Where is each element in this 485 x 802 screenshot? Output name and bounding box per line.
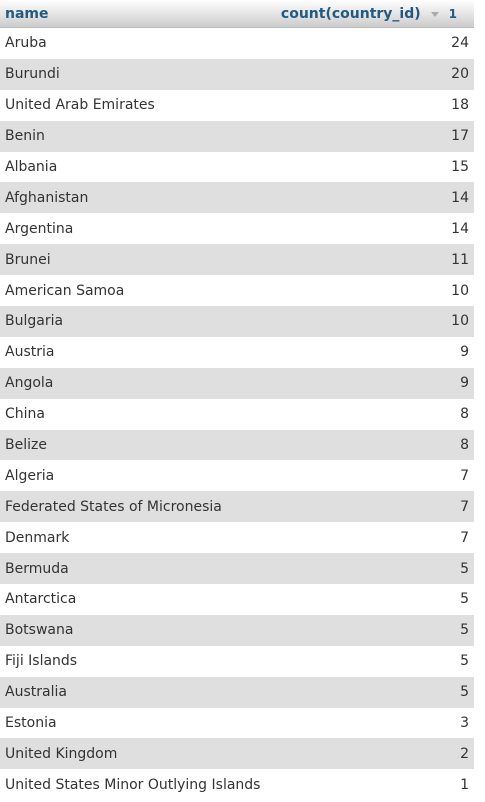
cell-name: Denmark [5, 529, 70, 546]
cell-count: 5 [460, 560, 469, 577]
cell-name: Brunei [5, 251, 51, 268]
table-row[interactable]: American Samoa 10 [0, 275, 474, 307]
table-row[interactable]: Albania 15 [0, 151, 474, 183]
table-row[interactable]: Belize 8 [0, 429, 474, 461]
cell-name: Estonia [5, 715, 57, 732]
cell-name: China [5, 406, 45, 423]
table-row[interactable]: United Kingdom 2 [0, 738, 474, 770]
cell-name: Austria [5, 344, 55, 361]
table-header: name count(country_id) 1 [0, 0, 474, 28]
cell-count: 15 [451, 159, 469, 175]
cell-count: 5 [460, 591, 469, 608]
cell-count: 20 [451, 66, 469, 83]
table-row[interactable]: Bulgaria 10 [0, 306, 474, 337]
cell-name: Australia [5, 684, 67, 701]
cell-name: Afghanistan [5, 189, 89, 206]
table-row[interactable]: Algeria 7 [0, 460, 474, 492]
cell-count: 9 [460, 344, 469, 361]
table-row[interactable]: China 8 [0, 398, 474, 430]
table-row[interactable]: United States Minor Outlying Islands 1 [0, 769, 474, 801]
table-row[interactable]: United Arab Emirates 18 [0, 89, 474, 121]
cell-count: 11 [451, 251, 469, 268]
cell-name: Benin [5, 128, 45, 145]
table-body: Aruba 24 Burundi 20 United Arab Emirates 18 Be… [0, 28, 474, 801]
cell-name: Burundi [5, 66, 60, 83]
cell-count: 10 [451, 282, 469, 299]
cell-count: 8 [460, 406, 469, 423]
table-row[interactable]: Federated States of Micronesia 7 [0, 491, 474, 523]
cell-name: American Samoa [5, 282, 125, 299]
cell-name: Algeria [5, 467, 55, 484]
cell-count: 3 [460, 715, 469, 732]
cell-count: 7 [460, 467, 469, 484]
sort-indicator[interactable]: 1 [430, 6, 474, 21]
column-header-name[interactable]: name [5, 5, 49, 22]
cell-count: 14 [451, 220, 469, 237]
cell-count: 10 [451, 313, 469, 330]
cell-name: Belize [5, 437, 47, 454]
column-header-count[interactable]: count(country_id) [280, 5, 421, 22]
table-row[interactable]: Bermuda 5 [0, 553, 474, 585]
cell-name: Aruba [5, 35, 47, 52]
cell-name: United States Minor Outlying Islands [5, 776, 261, 793]
cell-name: United Arab Emirates [5, 97, 155, 114]
cell-count: 9 [460, 375, 469, 392]
cell-name: Fiji Islands [5, 653, 78, 670]
table-row[interactable]: Denmark 7 [0, 522, 474, 554]
sort-descending-icon [430, 12, 439, 17]
cell-count: 5 [460, 622, 469, 639]
cell-name: Albania [5, 159, 58, 175]
table-row[interactable]: Fiji Islands 5 [0, 645, 474, 677]
cell-name: Argentina [5, 220, 74, 237]
table-row[interactable]: Benin 17 [0, 120, 474, 152]
table-row[interactable]: Austria 9 [0, 336, 474, 368]
cell-count: 7 [460, 529, 469, 546]
cell-count: 7 [460, 498, 469, 515]
sort-order-number: 1 [448, 6, 457, 21]
cell-count: 17 [451, 128, 469, 145]
cell-count: 5 [460, 653, 469, 670]
cell-name: United Kingdom [5, 745, 118, 762]
table-row[interactable]: Australia 5 [0, 676, 474, 708]
table-row[interactable]: Burundi 20 [0, 58, 474, 90]
cell-count: 14 [451, 189, 469, 206]
cell-count: 1 [460, 776, 469, 793]
cell-name: Angola [5, 375, 54, 392]
cell-name: Federated States of Micronesia [5, 498, 222, 515]
table-row[interactable]: Angola 9 [0, 367, 474, 399]
cell-name: Bulgaria [5, 313, 64, 330]
cell-count: 8 [460, 437, 469, 454]
table-row[interactable]: Estonia 3 [0, 707, 474, 739]
table-row[interactable]: Argentina 14 [0, 213, 474, 245]
cell-name: Antarctica [5, 591, 77, 608]
table-row[interactable]: Afghanistan 14 [0, 182, 474, 214]
cell-count: 18 [451, 97, 469, 114]
results-table: name count(country_id) 1 Aruba 24 Burundi 2… [0, 0, 474, 801]
cell-count: 5 [460, 684, 469, 701]
cell-name: Botswana [5, 622, 74, 639]
cell-count: 2 [460, 745, 469, 762]
table-row[interactable]: Aruba 24 [0, 28, 474, 59]
table-row[interactable]: Botswana 5 [0, 614, 474, 646]
table-row[interactable]: Brunei 11 [0, 244, 474, 276]
cell-name: Bermuda [5, 560, 69, 577]
table-row[interactable]: Antarctica 5 [0, 584, 474, 615]
cell-count: 24 [451, 35, 469, 52]
